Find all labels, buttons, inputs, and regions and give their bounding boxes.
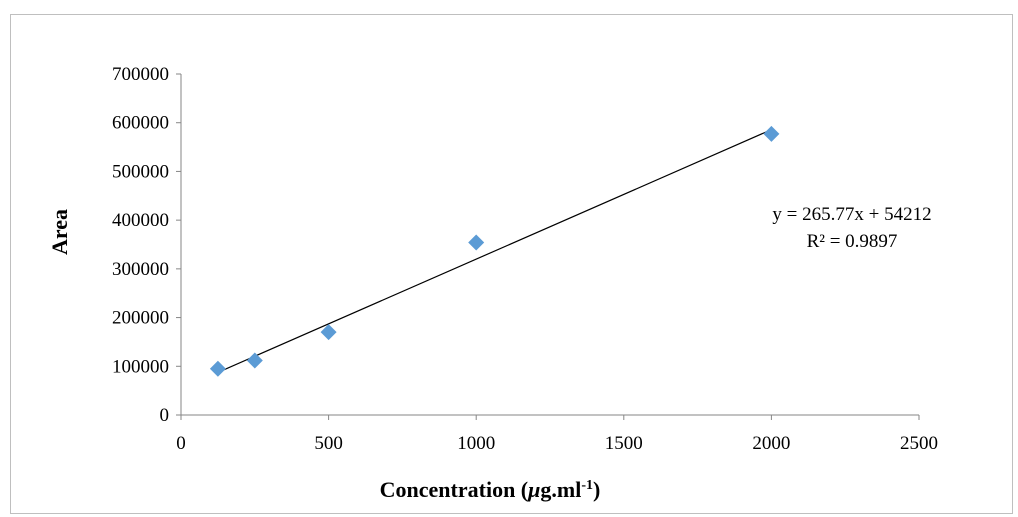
x-axis-title-unit: g.ml [540, 477, 581, 502]
y-tick-label: 0 [160, 405, 170, 426]
trendline-equation: y = 265.77x + 54212 [772, 204, 931, 225]
y-tick-label: 300000 [112, 259, 169, 280]
trendline-group [217, 129, 772, 373]
axes [180, 74, 919, 416]
data-point [468, 234, 485, 251]
data-points [209, 125, 780, 377]
x-axis-title: Concentration (μg.ml-1) [380, 477, 601, 502]
r-squared-label: R² = 0.9897 [807, 231, 898, 252]
y-tick-label: 400000 [112, 210, 169, 231]
y-tick-label: 100000 [112, 356, 169, 377]
x-tick-label: 500 [314, 433, 343, 454]
x-axis-title-sup: -1 [581, 478, 593, 493]
x-axis-title-mu: μ [527, 477, 540, 502]
y-tick-label: 500000 [112, 161, 169, 182]
data-point [209, 360, 226, 377]
x-axis-title-close: ) [593, 477, 600, 502]
chart-area [10, 14, 1013, 514]
y-tick-label: 700000 [112, 64, 169, 85]
x-tick-label: 2500 [900, 433, 938, 454]
y-tick-label: 600000 [112, 113, 169, 134]
x-tick-label: 2000 [752, 433, 790, 454]
x-axis-ticks: 0 500 1000 1500 2000 2500 [176, 415, 938, 454]
y-tick-label: 200000 [112, 308, 169, 329]
x-axis-title-base: Concentration ( [380, 477, 528, 502]
x-tick-label: 1500 [605, 433, 643, 454]
data-point [320, 324, 337, 341]
y-axis-title: Area [47, 209, 72, 255]
x-tick-label: 1000 [457, 433, 495, 454]
x-tick-label: 0 [176, 433, 186, 454]
y-axis-ticks: 0 100000 200000 300000 400000 500000 600000 700… [112, 64, 181, 426]
data-point [246, 352, 263, 369]
data-point [763, 125, 780, 142]
trendline [217, 129, 772, 373]
